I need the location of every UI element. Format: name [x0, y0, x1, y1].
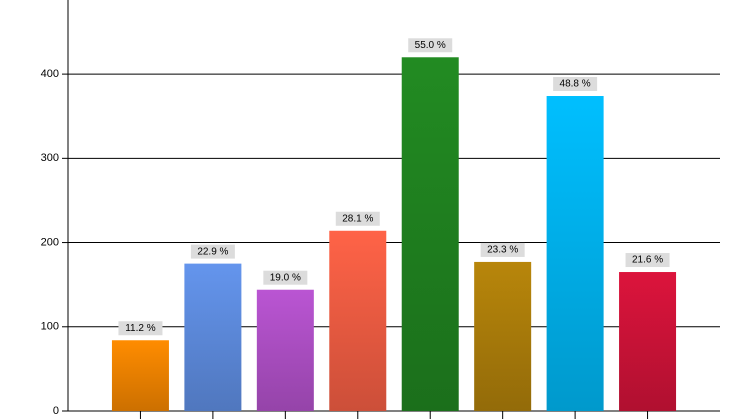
- y-tick-label: 100: [41, 321, 59, 333]
- data-label-box: [408, 38, 453, 53]
- bar: [329, 230, 387, 411]
- data-label: 11.2 %: [125, 323, 155, 334]
- data-label: 21.6 %: [632, 255, 663, 266]
- data-label-box: [335, 211, 380, 226]
- y-tick-label: 200: [41, 236, 59, 248]
- bar: [401, 57, 459, 411]
- data-label-box: [553, 77, 598, 92]
- data-label: 23.3 %: [487, 245, 518, 256]
- data-label-box: [118, 321, 163, 336]
- data-label: 22.9 %: [197, 246, 228, 257]
- data-label-box: [190, 244, 235, 259]
- bar: [184, 263, 242, 411]
- data-label-box: [480, 242, 525, 257]
- y-tick-label: 300: [41, 152, 59, 164]
- bar: [619, 272, 677, 411]
- bar: [111, 340, 169, 411]
- bar: [474, 261, 532, 411]
- y-tick-label: 400: [41, 68, 59, 80]
- data-label-box: [625, 253, 670, 268]
- bar: [256, 289, 314, 411]
- y-tick-label: 0: [53, 405, 59, 417]
- data-label: 19.0 %: [270, 272, 301, 283]
- data-label-box: [263, 270, 308, 285]
- data-label: 28.1 %: [342, 213, 373, 224]
- data-label: 55.0 %: [415, 40, 446, 51]
- data-label: 48.8 %: [560, 79, 591, 90]
- bar: [546, 96, 604, 411]
